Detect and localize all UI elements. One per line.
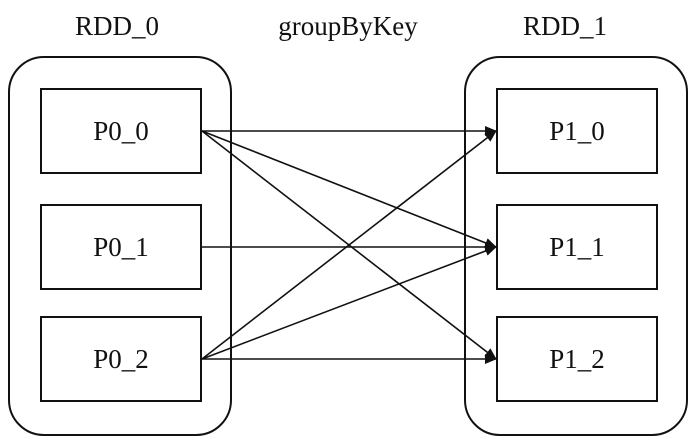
edge-p0-2-to-p1-0 [201, 130, 497, 360]
partition-p0-2: P0_2 [40, 316, 202, 402]
rdd-1-title: RDD_1 [522, 11, 607, 41]
partition-p1-2: P1_2 [496, 316, 658, 402]
rdd-0-title: RDD_0 [74, 11, 159, 41]
partition-p0-1: P0_1 [40, 204, 202, 290]
operation-label: groupByKey [278, 11, 418, 41]
edge-p0-2-to-p1-1 [201, 246, 497, 360]
partition-p1-1: P1_1 [496, 204, 658, 290]
edge-p0-0-to-p1-1 [201, 130, 497, 248]
partition-p1-0: P1_0 [496, 88, 658, 174]
partition-p0-0: P0_0 [40, 88, 202, 174]
